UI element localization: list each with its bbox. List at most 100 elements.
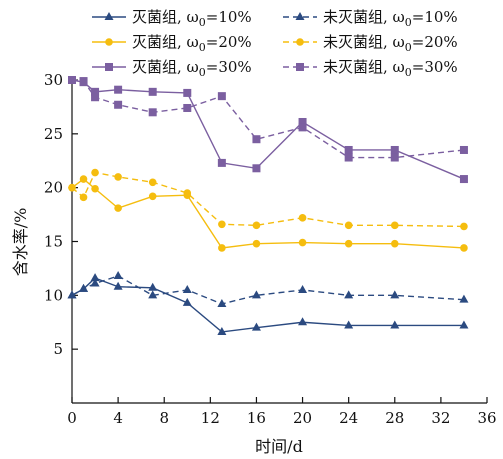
series-line — [71, 79, 465, 159]
data-point — [252, 135, 261, 144]
data-point — [252, 164, 261, 173]
legend-label: 灭菌组, ω0=20% — [132, 33, 252, 54]
data-point — [460, 222, 468, 231]
data-point — [217, 158, 226, 167]
data-point — [90, 273, 100, 282]
series-line — [71, 79, 465, 180]
legend-item: 未灭菌组, ω0=10% — [283, 8, 458, 29]
x-tick-label: 8 — [159, 409, 169, 427]
legend-item: 灭菌组, ω0=20% — [92, 33, 252, 54]
data-point — [113, 281, 123, 290]
data-point — [459, 294, 469, 303]
data-point — [217, 92, 226, 101]
data-point — [91, 87, 100, 96]
data-point — [218, 220, 226, 229]
x-tick-label: 4 — [113, 409, 123, 427]
legend-marker — [104, 12, 114, 20]
data-point — [148, 282, 158, 291]
data-point — [67, 290, 77, 299]
data-point — [217, 298, 227, 307]
data-point — [148, 192, 157, 201]
series-1 — [67, 273, 469, 335]
y-tick-label: 25 — [44, 125, 63, 143]
x-tick-label: 0 — [67, 409, 77, 427]
data-point — [252, 239, 261, 248]
data-point — [252, 221, 261, 230]
x-tick-label: 28 — [385, 409, 404, 427]
data-point — [390, 221, 399, 230]
x-axis-title: 时间/d — [255, 437, 303, 456]
y-tick-label: 5 — [53, 340, 63, 358]
series-line — [71, 275, 464, 305]
data-point — [148, 87, 157, 96]
data-point — [90, 278, 100, 287]
legend-label: 未灭菌组, ω0=10% — [323, 8, 458, 29]
legend-marker — [296, 38, 304, 46]
x-tick-label: 20 — [293, 409, 312, 427]
data-point — [91, 168, 99, 177]
legend-marker — [296, 63, 304, 71]
series-5 — [68, 76, 468, 184]
data-point — [183, 189, 192, 197]
legend-label: 未灭菌组, ω0=30% — [323, 58, 458, 79]
data-point — [114, 100, 123, 109]
series-line — [71, 277, 464, 333]
y-tick-label: 30 — [44, 71, 63, 89]
legend-marker — [105, 38, 113, 46]
data-point — [114, 204, 122, 212]
data-point — [68, 183, 76, 192]
x-tick-label: 32 — [431, 409, 450, 427]
y-tick-label: 15 — [44, 233, 63, 251]
data-point — [344, 239, 353, 248]
y-tick-label: 10 — [44, 286, 63, 304]
x-tick-label: 24 — [339, 409, 358, 427]
data-point — [344, 320, 354, 329]
data-point — [79, 283, 89, 292]
legend-marker — [295, 12, 305, 20]
data-point — [390, 153, 399, 162]
series-line — [71, 178, 464, 249]
data-point — [79, 193, 88, 202]
legend-marker — [105, 63, 113, 71]
data-point — [182, 297, 192, 306]
data-point — [114, 173, 122, 181]
data-point — [114, 85, 123, 94]
legend-label: 灭菌组, ω0=10% — [132, 8, 252, 29]
x-tick-label: 16 — [247, 409, 266, 427]
x-ticks: 0 4 8 12 16 20 24 28 32 36 — [67, 397, 497, 427]
data-point — [298, 123, 307, 132]
data-point — [113, 270, 123, 279]
data-point — [459, 320, 469, 329]
legend-label: 灭菌组, ω0=30% — [132, 58, 252, 79]
data-point — [148, 290, 158, 299]
legend-label: 未灭菌组, ω0=20% — [323, 33, 458, 54]
x-tick-label: 12 — [201, 409, 220, 427]
series-line — [71, 171, 464, 228]
legend: 灭菌组, ω0=10% 未灭菌组, ω0=10% 灭菌组, ω0=20% 未灭菌组, … — [92, 8, 458, 79]
data-point — [459, 145, 468, 154]
data-point — [459, 175, 468, 184]
data-point — [344, 221, 353, 230]
legend-item: 灭菌组, ω0=30% — [92, 58, 252, 79]
data-point — [298, 317, 308, 326]
series-2 — [67, 270, 469, 307]
legend-item: 灭菌组, ω0=10% — [92, 8, 252, 29]
y-ticks: 5 10 15 20 25 30 — [44, 71, 78, 358]
axes — [71, 80, 487, 404]
y-axis-title: 含水率/% — [11, 208, 30, 277]
data-point — [182, 284, 192, 293]
data-point — [298, 284, 308, 293]
data-point — [91, 93, 100, 102]
data-point — [217, 326, 227, 335]
data-point — [251, 322, 261, 331]
data-point — [460, 244, 468, 252]
data-point — [298, 117, 307, 126]
data-point — [183, 103, 192, 112]
data-point — [298, 238, 307, 247]
legend-item: 未灭菌组, ω0=20% — [283, 33, 458, 54]
legend-item: 未灭菌组, ω0=30% — [283, 58, 458, 79]
data-point — [68, 76, 76, 84]
data-point — [390, 320, 400, 329]
series-layer — [67, 76, 469, 335]
data-point — [183, 88, 192, 97]
